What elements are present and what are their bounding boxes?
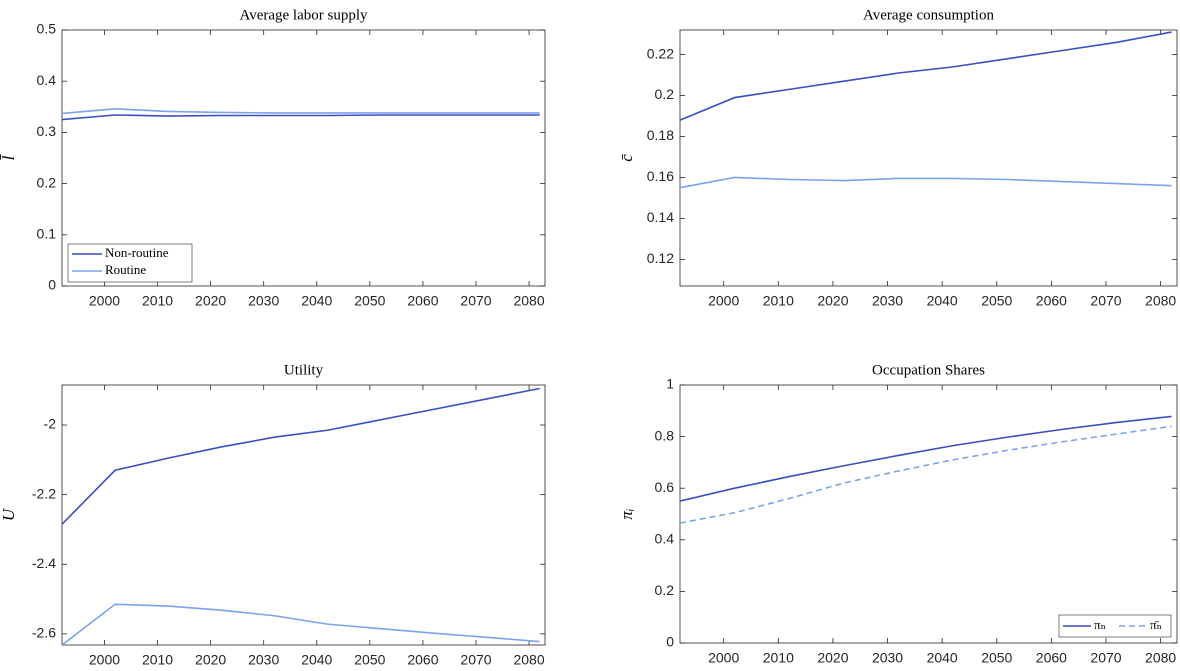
x-tick-label: 2070 [460, 652, 491, 668]
x-tick-label: 2040 [301, 293, 332, 309]
y-axis-label: c̄ [617, 153, 636, 162]
y-tick-label: 1 [666, 376, 674, 392]
y-axis-label: πᵢ [617, 508, 636, 519]
legend-label: πₙ [1094, 617, 1106, 632]
data-line [680, 425, 1172, 524]
x-tick-label: 2040 [301, 652, 332, 668]
y-tick-label: 0.16 [647, 168, 674, 184]
y-tick-label: 0.5 [37, 21, 57, 37]
x-tick-label: 2010 [142, 652, 173, 668]
y-tick-label: 0.2 [37, 174, 57, 190]
x-tick-label: 2020 [195, 293, 226, 309]
chart-title: Average labor supply [239, 7, 368, 23]
legend-box [67, 243, 193, 283]
y-axis-label: l̄ [0, 153, 18, 160]
y-tick-label: 0.12 [647, 250, 674, 266]
axes-box [679, 384, 1178, 644]
chart-title: Occupation Shares [872, 362, 985, 378]
data-line [62, 108, 540, 115]
x-tick-label: 2020 [817, 293, 848, 309]
y-tick-label: 0.18 [647, 127, 674, 143]
y-tick-label: 0.1 [37, 226, 57, 242]
x-tick-label: 2060 [1036, 650, 1067, 666]
y-tick-label: 0.22 [647, 45, 674, 61]
x-tick-label: 2000 [89, 652, 120, 668]
y-tick-label: 0.4 [37, 72, 57, 88]
x-tick-label: 2060 [1036, 293, 1067, 309]
chart-title: Average consumption [863, 7, 994, 23]
axes-box [679, 29, 1178, 287]
y-tick-label: 0.3 [37, 123, 57, 139]
y-tick-label: -2.4 [32, 555, 56, 571]
y-tick-label: 0.2 [655, 86, 675, 102]
subplot: Occupation Shares πᵢ 0 0.2 0.4 0.6 0.8 1 2000 201… [617, 362, 1178, 666]
data-line [62, 114, 540, 121]
x-tick-label: 2050 [354, 652, 385, 668]
y-axis-label: U [0, 507, 18, 521]
x-tick-label: 2020 [817, 650, 848, 666]
x-tick-label: 2060 [407, 652, 438, 668]
y-tick-label: 0.14 [647, 209, 674, 225]
subplot: Average consumption c̄ 0.12 0.14 0.16 0.18 0.2… [617, 7, 1178, 309]
y-tick-label: -2.2 [32, 485, 56, 501]
legend-label: π̄ₙ [1150, 617, 1162, 632]
x-tick-label: 2050 [354, 293, 385, 309]
y-tick-label: -2.6 [32, 625, 56, 641]
y-tick-label: -2 [44, 416, 57, 432]
legend-label: Non-routine [105, 245, 169, 260]
data-line [680, 31, 1172, 121]
x-tick-label: 2080 [513, 652, 544, 668]
x-tick-label: 2080 [1145, 293, 1176, 309]
x-tick-label: 2000 [708, 293, 739, 309]
subplot: Average labor supply l̄ 0 0.1 0.2 0.3 0.4 0.5 20… [0, 7, 546, 309]
legend-label: Routine [105, 262, 146, 277]
y-tick-label: 0 [666, 634, 674, 650]
data-line [680, 176, 1172, 189]
x-tick-label: 2000 [89, 293, 120, 309]
y-tick-label: 0.2 [655, 582, 675, 598]
y-tick-label: 0.6 [655, 479, 675, 495]
axes-box [61, 29, 546, 287]
x-tick-label: 2070 [1090, 650, 1121, 666]
y-tick-label: 0.4 [655, 531, 675, 547]
x-tick-label: 2070 [1090, 293, 1121, 309]
x-tick-label: 2030 [248, 652, 279, 668]
data-line [680, 415, 1172, 502]
data-line [62, 603, 540, 645]
x-tick-label: 2060 [407, 293, 438, 309]
x-tick-label: 2010 [142, 293, 173, 309]
axes-box [61, 384, 546, 646]
x-tick-label: 2030 [872, 650, 903, 666]
x-tick-label: 2000 [708, 650, 739, 666]
x-tick-label: 2070 [460, 293, 491, 309]
x-tick-label: 2050 [981, 650, 1012, 666]
subplot: Utility U -2.6 -2.4 -2.2 -2 2000 2010 2020 2030 20… [0, 362, 546, 668]
x-tick-label: 2040 [927, 293, 958, 309]
x-tick-label: 2030 [248, 293, 279, 309]
x-tick-label: 2080 [1145, 650, 1176, 666]
x-tick-label: 2010 [763, 650, 794, 666]
x-tick-label: 2080 [513, 293, 544, 309]
x-tick-label: 2030 [872, 293, 903, 309]
x-tick-label: 2050 [981, 293, 1012, 309]
y-tick-label: 0.8 [655, 427, 675, 443]
chart-title: Utility [284, 362, 324, 378]
legend-box [1058, 614, 1172, 638]
y-tick-label: 0 [48, 277, 56, 293]
data-line [62, 387, 540, 525]
x-tick-label: 2010 [763, 293, 794, 309]
x-tick-label: 2020 [195, 652, 226, 668]
x-tick-label: 2040 [927, 650, 958, 666]
